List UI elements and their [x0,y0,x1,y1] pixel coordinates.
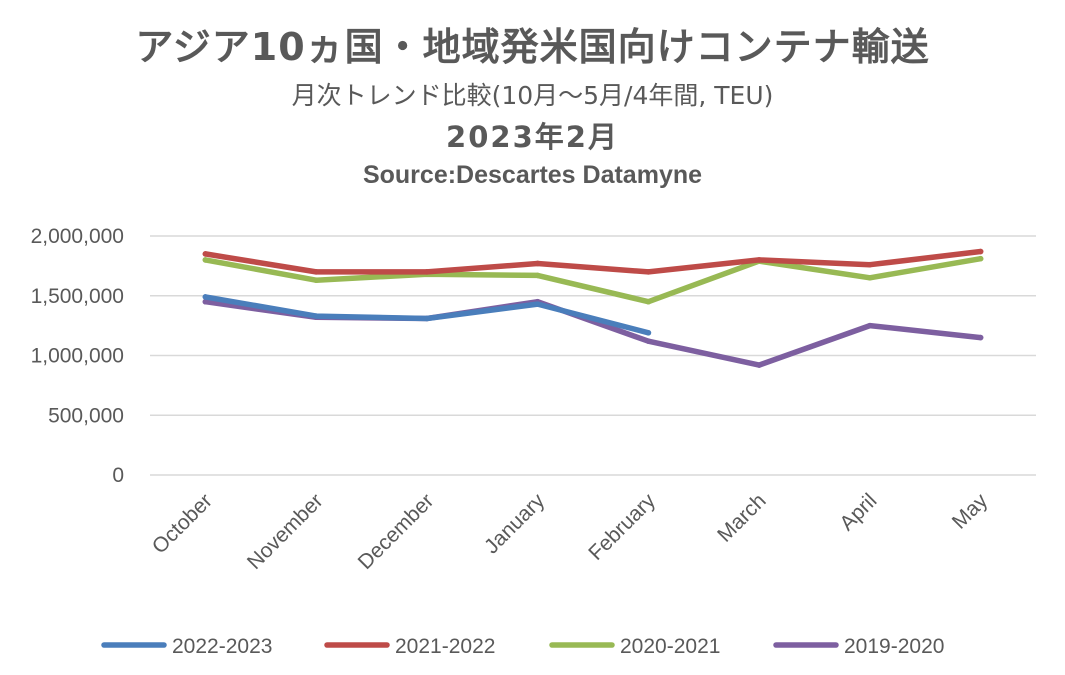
data-point [645,329,652,336]
y-tick-label: 500,000 [48,404,124,427]
x-tick-label: December [354,489,439,574]
legend-label: 2019-2020 [844,635,944,658]
data-point [756,257,762,263]
x-tick-label: November [243,489,328,574]
data-point [645,269,652,275]
x-tick-label: February [584,489,660,565]
y-tick-label: 0 [112,464,124,487]
chart-source: Source:Descartes Datamyne [362,161,703,189]
x-tick-label: April [835,489,881,535]
data-point [534,260,541,267]
data-point [756,362,762,368]
data-point [424,269,430,275]
series-line-2021-2022 [202,248,984,275]
data-point [645,338,652,344]
data-point [313,277,319,284]
data-point [202,251,209,257]
x-tick-label: May [948,489,993,534]
legend-label: 2022-2023 [172,635,272,658]
x-tick-label: January [480,489,549,558]
data-point [977,334,984,341]
chart-subtitle: 月次トレンド比較(10月〜5月/4年間, TEU) [291,81,774,110]
data-point [534,272,541,279]
legend-label: 2021-2022 [395,635,495,658]
data-point [867,275,873,281]
data-point [313,269,319,275]
data-point [977,255,984,262]
data-point [202,257,209,263]
x-tick-label: March [713,489,771,547]
data-point [534,301,541,307]
data-point [645,298,652,305]
data-point [313,313,319,319]
y-tick-label: 1,500,000 [31,285,124,308]
data-point [867,261,873,268]
legend-label: 2020-2021 [620,635,720,658]
y-tick-label: 2,000,000 [31,225,124,248]
data-point [202,298,209,305]
x-tick-label: October [148,489,217,558]
data-point [202,294,209,300]
series-line-2022-2023 [202,294,652,336]
y-tick-label: 1,000,000 [31,345,124,368]
data-point [977,248,984,255]
data-point [424,315,430,322]
chart-title: アジア10ヵ国・地域発米国向けコンテナ輸送 [135,25,930,69]
data-point [867,322,873,329]
series-line-2020-2021 [202,255,984,305]
chart-date: 2023年2月 [446,120,619,154]
